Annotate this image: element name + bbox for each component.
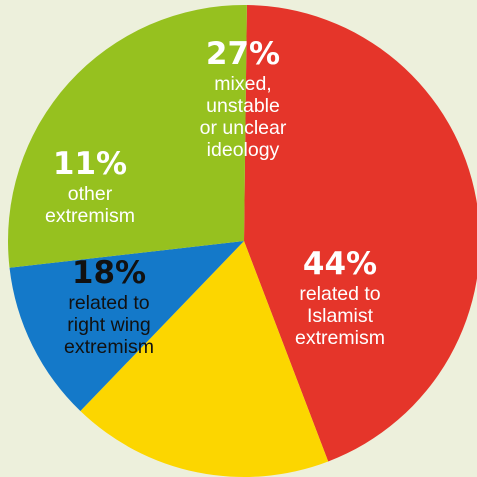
slice-label-islamist: 44%related to Islamist extremism — [295, 246, 385, 349]
percent-label: 44% — [303, 246, 377, 282]
pie-slice-right-wing — [80, 241, 329, 477]
description-label: mixed, unstable or unclear ideology — [200, 73, 287, 161]
description-line: ideology — [207, 139, 280, 161]
description-line: extremism — [45, 205, 135, 227]
description-line: right wing — [67, 314, 150, 336]
pie-slice-other — [9, 241, 244, 412]
slice-label-mixed: 27%mixed, unstable or unclear ideology — [200, 36, 287, 161]
description-line: related to — [299, 283, 380, 305]
description-line: extremism — [64, 336, 154, 358]
description-line: or unclear — [200, 117, 287, 139]
percent-label: 27% — [206, 36, 280, 72]
description-label: related to right wing extremism — [64, 292, 154, 358]
pie-slice-islamist — [244, 5, 477, 462]
slice-label-other: 11%other extremism — [45, 146, 135, 227]
description-line: mixed, — [214, 73, 271, 95]
percent-label: 11% — [53, 146, 127, 182]
description-line: related to — [68, 292, 149, 314]
description-line: extremism — [295, 327, 385, 349]
description-line: unstable — [206, 95, 280, 117]
slice-label-right-wing: 18%related to right wing extremism — [64, 255, 154, 358]
description-label: related to Islamist extremism — [295, 283, 385, 349]
pie-slice-mixed — [8, 5, 247, 268]
percent-label: 18% — [72, 255, 146, 291]
description-label: other extremism — [45, 183, 135, 227]
description-line: other — [68, 183, 113, 205]
description-line: Islamist — [307, 305, 374, 327]
